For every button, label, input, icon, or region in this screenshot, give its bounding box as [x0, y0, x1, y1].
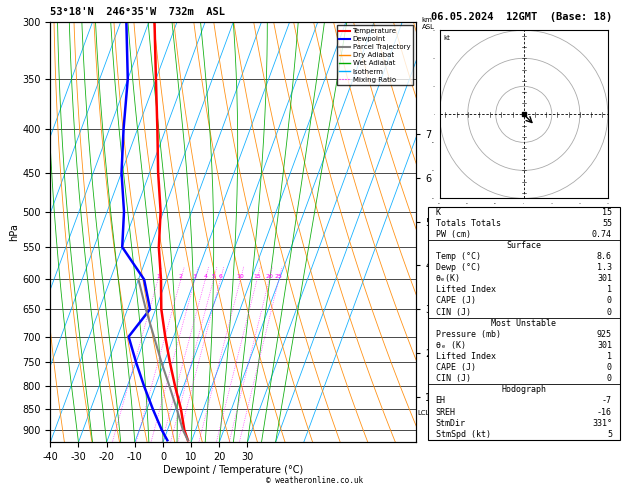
Text: 55: 55 — [602, 219, 612, 227]
Text: 2: 2 — [179, 275, 183, 279]
Text: 0: 0 — [607, 308, 612, 316]
Text: Most Unstable: Most Unstable — [491, 319, 556, 328]
Text: 1: 1 — [156, 275, 160, 279]
Text: Surface: Surface — [506, 241, 542, 250]
Text: CIN (J): CIN (J) — [436, 374, 470, 383]
Y-axis label: hPa: hPa — [9, 223, 19, 241]
Text: 20: 20 — [265, 275, 273, 279]
Text: -7: -7 — [602, 397, 612, 405]
Text: PW (cm): PW (cm) — [436, 230, 470, 239]
Text: 331°: 331° — [592, 418, 612, 428]
Text: CIN (J): CIN (J) — [436, 308, 470, 316]
Text: 53°18'N  246°35'W  732m  ASL: 53°18'N 246°35'W 732m ASL — [50, 7, 225, 17]
Text: 3: 3 — [193, 275, 197, 279]
Text: 25: 25 — [275, 275, 283, 279]
Text: EH: EH — [436, 397, 446, 405]
Text: Pressure (mb): Pressure (mb) — [436, 330, 501, 339]
Text: 0: 0 — [607, 363, 612, 372]
X-axis label: Dewpoint / Temperature (°C): Dewpoint / Temperature (°C) — [163, 465, 303, 475]
Text: kt: kt — [443, 35, 450, 41]
Text: Dewp (°C): Dewp (°C) — [436, 263, 481, 272]
Text: LCL: LCL — [417, 410, 430, 416]
Text: 301: 301 — [597, 341, 612, 350]
Text: Hodograph: Hodograph — [501, 385, 546, 394]
Text: -16: -16 — [597, 408, 612, 417]
Text: 5: 5 — [607, 430, 612, 439]
Text: StmSpd (kt): StmSpd (kt) — [436, 430, 491, 439]
Text: 5: 5 — [211, 275, 216, 279]
Legend: Temperature, Dewpoint, Parcel Trajectory, Dry Adiabat, Wet Adiabat, Isotherm, Mi: Temperature, Dewpoint, Parcel Trajectory… — [337, 25, 413, 86]
Text: 0: 0 — [607, 296, 612, 306]
Text: 8.6: 8.6 — [597, 252, 612, 261]
Text: CAPE (J): CAPE (J) — [436, 363, 476, 372]
Text: K: K — [436, 208, 441, 217]
Text: 4: 4 — [203, 275, 208, 279]
Text: 0: 0 — [607, 374, 612, 383]
Text: Totals Totals: Totals Totals — [436, 219, 501, 227]
Text: SREH: SREH — [436, 408, 455, 417]
Text: 15: 15 — [253, 275, 261, 279]
Text: 925: 925 — [597, 330, 612, 339]
Text: © weatheronline.co.uk: © weatheronline.co.uk — [266, 476, 363, 485]
Text: Lifted Index: Lifted Index — [436, 352, 496, 361]
Text: km
ASL: km ASL — [421, 17, 435, 30]
Text: 10: 10 — [237, 275, 244, 279]
Text: Lifted Index: Lifted Index — [436, 285, 496, 295]
Text: CAPE (J): CAPE (J) — [436, 296, 476, 306]
Text: 15: 15 — [602, 208, 612, 217]
Text: 1: 1 — [607, 285, 612, 295]
Text: 1: 1 — [607, 352, 612, 361]
Text: 06.05.2024  12GMT  (Base: 18): 06.05.2024 12GMT (Base: 18) — [431, 12, 613, 22]
Text: StmDir: StmDir — [436, 418, 465, 428]
Text: 1.3: 1.3 — [597, 263, 612, 272]
Text: 0.74: 0.74 — [592, 230, 612, 239]
Text: θₑ(K): θₑ(K) — [436, 274, 460, 283]
Text: θₑ (K): θₑ (K) — [436, 341, 465, 350]
Text: Temp (°C): Temp (°C) — [436, 252, 481, 261]
Text: 301: 301 — [597, 274, 612, 283]
Text: 6: 6 — [218, 275, 223, 279]
